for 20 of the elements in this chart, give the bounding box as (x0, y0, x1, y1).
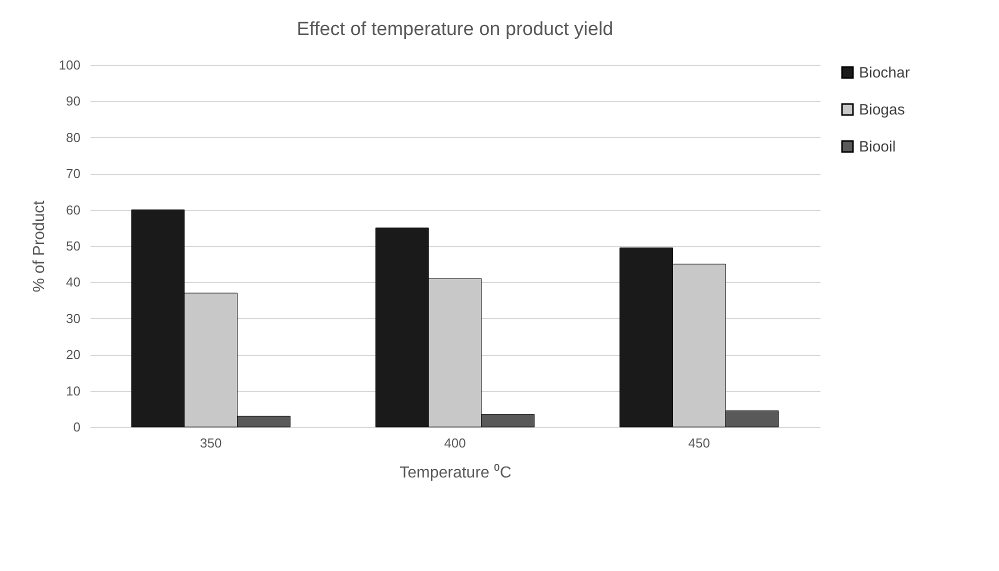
y-tick-label: 90 (66, 94, 80, 109)
y-tick-label: 10 (66, 383, 80, 398)
y-tick-label: 80 (66, 130, 80, 145)
legend-label: Biogas (859, 102, 905, 118)
y-axis-title: % of Product (30, 200, 48, 292)
y-tick-label: 60 (66, 202, 80, 218)
y-tick-label: 40 (66, 274, 80, 290)
y-tick-label: 50 (66, 238, 80, 254)
chart-title: Effect of temperature on product yield (296, 19, 614, 40)
x-axis-title: Temperature ⁰C (400, 464, 512, 482)
y-tick-label: 20 (66, 347, 80, 362)
x-tick-label: 400 (444, 436, 466, 450)
x-tick-label: 450 (688, 436, 710, 450)
y-tick-label: 30 (66, 310, 80, 326)
y-tick-label: 0 (73, 420, 80, 434)
y-tick-label: 100 (58, 58, 80, 72)
legend-label: Biooil (859, 138, 896, 156)
legend-label: Biochar (859, 64, 910, 82)
y-tick-label: 70 (66, 166, 80, 182)
x-tick-label: 350 (200, 436, 222, 450)
